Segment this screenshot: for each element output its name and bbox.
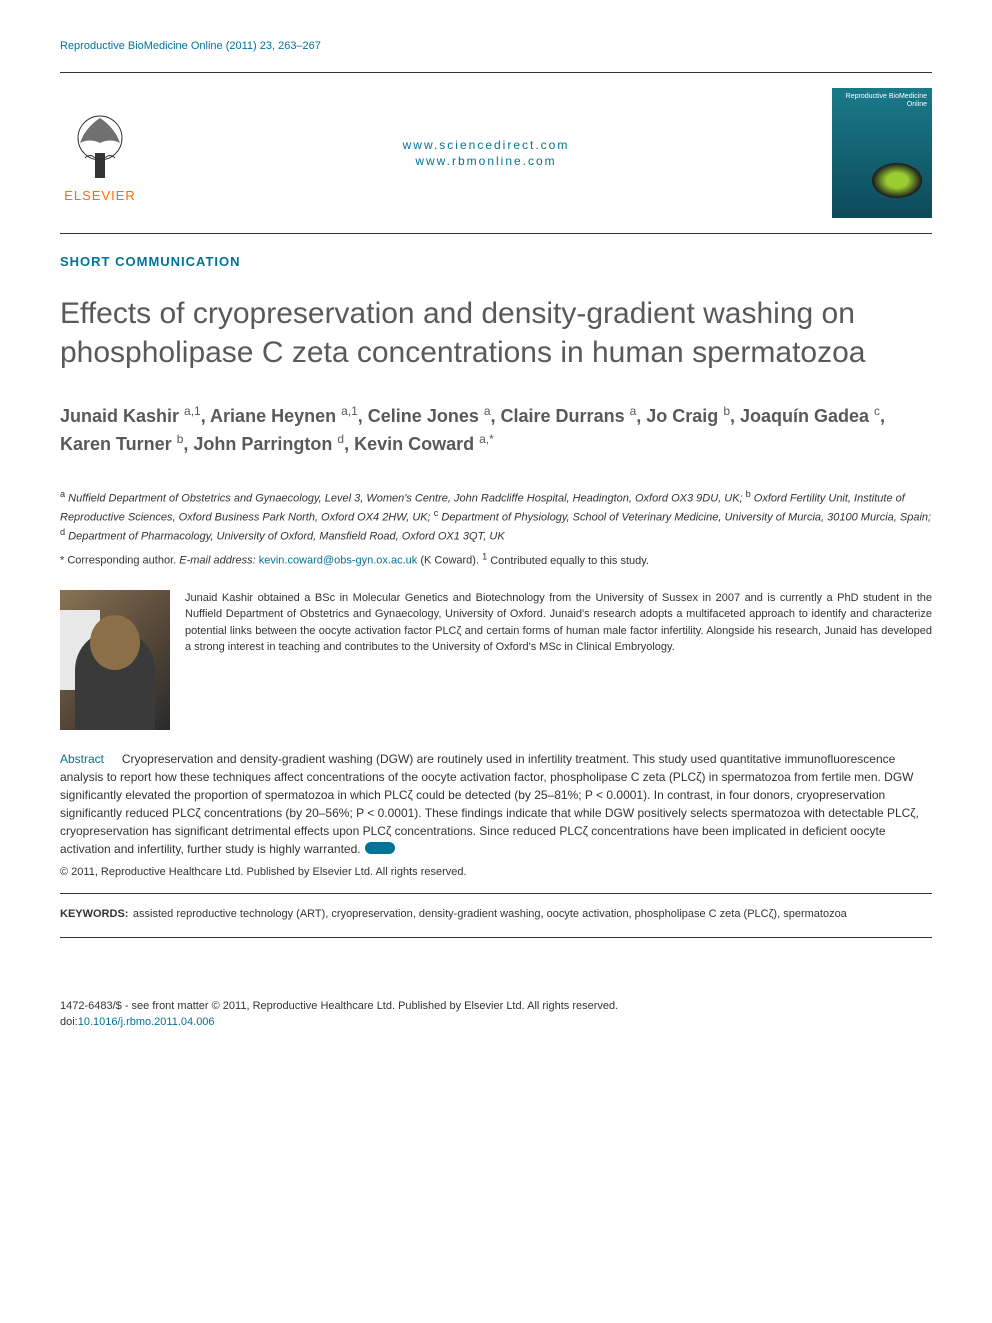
keywords-text: assisted reproductive technology (ART), … (133, 908, 847, 920)
abstract-copyright: © 2011, Reproductive Healthcare Ltd. Pub… (60, 866, 932, 878)
author-bio: Junaid Kashir obtained a BSc in Molecula… (60, 590, 932, 730)
keywords-label: KEYWORDS: (60, 908, 128, 920)
journal-reference: Reproductive BioMedicine Online (2011) 2… (60, 40, 932, 52)
article-title: Effects of cryopreservation and density-… (60, 294, 932, 372)
corresponding-prefix: * Corresponding author. (60, 555, 179, 567)
affiliations: a Nuffield Department of Obstetrics and … (60, 488, 932, 545)
email-label: E-mail address: (179, 555, 255, 567)
page-footer: 1472-6483/$ - see front matter © 2011, R… (60, 998, 932, 1031)
corresponding-name: (K Coward). (420, 555, 479, 567)
bio-text: Junaid Kashir obtained a BSc in Molecula… (185, 590, 932, 730)
rbm-online-badge-icon (365, 842, 395, 854)
cover-graphic-icon (872, 163, 922, 198)
journal-cover-thumbnail[interactable]: Reproductive BioMedicine Online (832, 88, 932, 218)
corresponding-email-link[interactable]: kevin.coward@obs-gyn.ox.ac.uk (259, 555, 418, 567)
footer-issn: 1472-6483/$ - see front matter © 2011, R… (60, 998, 932, 1015)
elsevier-tree-icon (60, 103, 140, 183)
elsevier-name: ELSEVIER (64, 188, 136, 203)
doi-label: doi: (60, 1016, 78, 1028)
keywords-section: KEYWORDS: assisted reproductive technolo… (60, 904, 932, 938)
doi-link[interactable]: 10.1016/j.rbmo.2011.04.006 (78, 1016, 215, 1028)
sciencedirect-link[interactable]: www.sciencedirect.com (403, 138, 570, 152)
elsevier-logo[interactable]: ELSEVIER (60, 103, 140, 203)
rbm-link[interactable]: www.rbmonline.com (403, 154, 570, 168)
contributed-note: 1 Contributed equally to this study. (482, 555, 649, 567)
abstract-section: Abstract Cryopreservation and density-gr… (60, 750, 932, 894)
cover-title: Reproductive BioMedicine Online (832, 93, 927, 110)
abstract-text: Cryopreservation and density-gradient wa… (60, 752, 919, 856)
author-photo (60, 590, 170, 730)
corresponding-author: * Corresponding author. E-mail address: … (60, 550, 932, 569)
abstract-label: Abstract (60, 752, 104, 766)
article-type-label: SHORT COMMUNICATION (60, 254, 932, 269)
website-links: www.sciencedirect.com www.rbmonline.com (403, 136, 570, 170)
header-bar: ELSEVIER www.sciencedirect.com www.rbmon… (60, 72, 932, 234)
authors-list: Junaid Kashir a,1, Ariane Heynen a,1, Ce… (60, 402, 932, 458)
